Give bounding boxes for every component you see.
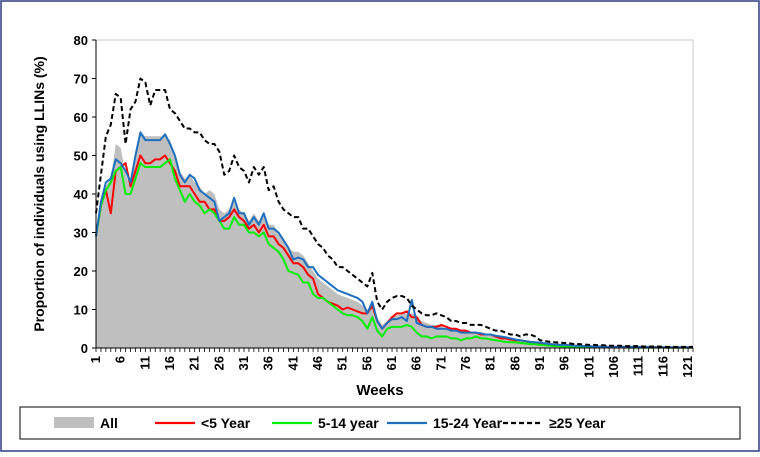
x-tick-label: 66 xyxy=(409,356,424,370)
y-tick-label: 10 xyxy=(74,303,88,318)
x-tick-label: 26 xyxy=(211,356,226,370)
series-area-all xyxy=(96,132,693,348)
y-axis-label: Proportion of individuals using LLINs (%… xyxy=(31,56,47,331)
y-tick-label: 60 xyxy=(74,110,88,125)
y-tick-label: 20 xyxy=(74,264,88,279)
x-tick-label: 21 xyxy=(187,356,202,370)
y-tick-label: 80 xyxy=(74,33,88,48)
y-tick-label: 40 xyxy=(74,187,88,202)
legend-label: All xyxy=(100,415,118,431)
x-tick-label: 101 xyxy=(581,356,596,378)
x-tick-label: 16 xyxy=(162,356,177,370)
x-tick-label: 106 xyxy=(606,356,621,378)
y-tick-label: 70 xyxy=(74,72,88,87)
x-tick-label: 121 xyxy=(680,356,695,378)
x-tick-label: 56 xyxy=(359,356,374,370)
legend-label: <5 Year xyxy=(201,415,251,431)
x-tick-label: 31 xyxy=(236,356,251,370)
x-axis-label: Weeks xyxy=(356,382,403,399)
x-tick-label: 1 xyxy=(88,356,103,363)
x-tick-label: 86 xyxy=(507,356,522,370)
legend-swatch xyxy=(54,417,94,428)
x-tick-label: 111 xyxy=(631,356,646,376)
y-ticks: 0 10 20 30 40 50 60 70 80 xyxy=(74,33,96,356)
x-tick-label: 11 xyxy=(137,356,152,370)
x-tick-label: 96 xyxy=(557,356,572,370)
x-ticks: 1 6 11 16 21 26 31 36 41 46 51 56 61 66 71 76 81 86 91 96 10… xyxy=(88,348,695,378)
x-tick-label: 81 xyxy=(483,356,498,370)
x-tick-label: 36 xyxy=(261,356,276,370)
x-tick-label: 61 xyxy=(384,356,399,370)
x-tick-label: 51 xyxy=(335,356,350,370)
series-layer xyxy=(95,77,693,349)
x-tick-label: 76 xyxy=(458,356,473,370)
y-tick-label: 50 xyxy=(74,149,88,164)
x-tick-label: 71 xyxy=(433,356,448,370)
x-tick-label: 116 xyxy=(655,356,670,377)
legend-box xyxy=(19,406,741,440)
legend-label: 15-24 Year xyxy=(433,415,503,431)
x-tick-label: 46 xyxy=(310,356,325,370)
x-tick-label: 6 xyxy=(113,356,128,363)
y-tick-label: 0 xyxy=(81,341,88,356)
x-tick-label: 41 xyxy=(285,356,300,370)
y-tick-label: 30 xyxy=(74,226,88,241)
legend-label: 5-14 year xyxy=(318,415,379,431)
series-line-3 xyxy=(95,131,693,349)
legend-label: ≥25 Year xyxy=(549,415,606,431)
legend: All <5 Year 5-14 year 15-24 Year ≥25 Year xyxy=(54,415,606,431)
x-tick-label: 91 xyxy=(532,356,547,370)
series-line-4 xyxy=(95,77,693,348)
